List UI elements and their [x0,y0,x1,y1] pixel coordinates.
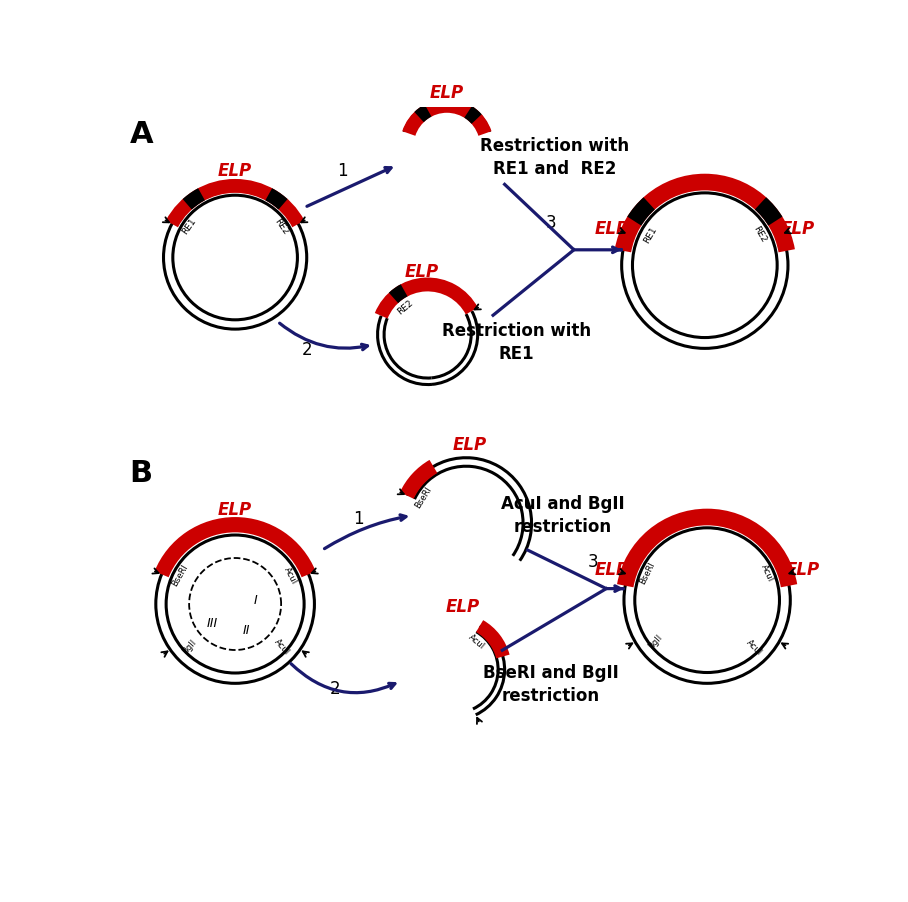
Text: 2: 2 [330,679,340,696]
Text: RE1 and  RE2: RE1 and RE2 [493,160,617,178]
Text: BseRI: BseRI [170,563,190,588]
Text: Restriction with: Restriction with [480,136,629,154]
Text: ELP: ELP [218,501,252,519]
Text: AcuI: AcuI [467,632,487,650]
Text: RE2: RE2 [272,216,290,235]
Text: RE2: RE2 [751,225,768,244]
Text: RE1: RE1 [498,345,534,363]
Text: restriction: restriction [513,517,611,535]
Text: III: III [206,616,218,630]
Text: 3: 3 [546,214,556,232]
Text: RE1: RE1 [181,216,198,235]
Text: 1: 1 [338,162,349,179]
Text: 1: 1 [353,510,363,528]
Text: 3: 3 [587,552,598,570]
Text: ELP: ELP [595,561,629,578]
Text: AcuI: AcuI [282,565,299,585]
Text: restriction: restriction [502,686,600,704]
Text: RE2: RE2 [396,298,415,316]
Text: RE1: RE1 [642,225,658,244]
Text: BseRI: BseRI [637,560,656,585]
Text: 2: 2 [301,340,312,358]
Text: BgII: BgII [180,637,198,655]
Text: B: B [130,458,153,487]
Text: I: I [254,594,258,606]
Text: ELP: ELP [781,219,814,237]
Text: AcuI: AcuI [745,638,764,657]
Text: II: II [242,623,251,636]
Text: ELP: ELP [404,262,439,281]
Text: AcuI: AcuI [759,563,775,583]
Text: Restriction with: Restriction with [441,321,591,339]
Text: BseRI: BseRI [413,484,434,510]
Text: BseRI and BgII: BseRI and BgII [483,664,618,681]
Text: A: A [130,120,153,149]
Text: ELP: ELP [453,436,487,454]
Text: ELP: ELP [785,561,819,578]
Text: ELP: ELP [429,84,464,102]
Text: AcuI and BgII: AcuI and BgII [500,494,624,512]
Text: ELP: ELP [445,598,479,616]
Text: ELP: ELP [595,219,629,237]
Text: BgII: BgII [646,632,664,650]
Text: AcuI: AcuI [272,636,291,656]
Text: ELP: ELP [218,162,252,180]
